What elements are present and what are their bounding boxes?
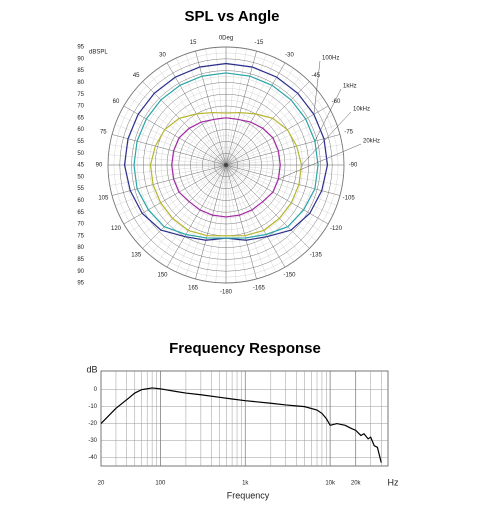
theta-tick-label: 0Deg: [219, 36, 233, 42]
r-tick-label: 85: [77, 257, 84, 263]
grid-spoke: [225, 164, 329, 225]
plot-area: [100, 370, 389, 467]
r-tick-label: 55: [77, 139, 84, 145]
legend-label: 100Hz: [322, 56, 339, 62]
theta-tick-label: 165: [188, 285, 199, 291]
theta-tick-label: -150: [283, 273, 296, 279]
legend-leader: [278, 143, 362, 180]
theta-tick-label: 120: [111, 226, 122, 232]
y-tick-label: -20: [88, 421, 97, 427]
x-axis-label: Frequency: [227, 490, 270, 500]
y-tick-label: -10: [88, 404, 97, 410]
theta-tick-label: -165: [253, 285, 266, 291]
r-tick-label: 85: [77, 68, 84, 74]
theta-tick-label: -45: [311, 73, 320, 79]
theta-tick-label: 45: [133, 73, 140, 79]
r-tick-label: 70: [77, 222, 84, 228]
legend-label: 20kHz: [363, 139, 380, 145]
grid-spoke: [225, 164, 341, 196]
r-tick-label: 65: [77, 210, 84, 216]
grid-spoke: [142, 81, 227, 166]
legend-label: 1kHz: [343, 84, 357, 90]
series-line: [149, 111, 303, 237]
grid-spoke: [111, 134, 227, 166]
grid-spoke: [111, 164, 227, 196]
r-unit: dBSPL: [89, 50, 108, 56]
x-tick-label: 20: [98, 481, 105, 487]
r-tick-label: 75: [77, 92, 84, 98]
grid-spoke: [166, 164, 227, 268]
theta-tick-label: 15: [190, 40, 197, 46]
r-tick-label: 80: [77, 245, 84, 251]
center-dot: [224, 163, 228, 167]
r-tick-label: 90: [77, 269, 84, 275]
y-tick-label: -30: [88, 438, 97, 444]
y-axis-label: dB: [86, 364, 97, 374]
r-tick-label: 45: [77, 163, 84, 169]
grid-spoke: [225, 164, 257, 280]
theta-tick-label: -105: [343, 195, 356, 201]
r-tick-label: 95: [77, 45, 84, 51]
x-unit: Hz: [388, 477, 399, 487]
chart-title: Frequency Response: [169, 340, 321, 357]
legend-leader: [314, 88, 342, 142]
legend-label: 10kHz: [353, 107, 370, 113]
theta-tick-label: -90: [349, 163, 358, 169]
series-line: [171, 117, 281, 218]
theta-tick-label: -135: [310, 252, 323, 258]
grid-spoke: [195, 50, 227, 166]
grid-spoke: [123, 164, 227, 225]
r-tick-label: 60: [77, 127, 84, 133]
series-line: [100, 387, 382, 463]
r-tick-label: 50: [77, 151, 84, 157]
r-tick-label: 80: [77, 80, 84, 86]
x-tick-label: 100: [155, 481, 166, 487]
theta-tick-label: -180: [220, 290, 233, 296]
theta-tick-label: 135: [131, 252, 142, 258]
r-tick-label: 55: [77, 186, 84, 192]
x-tick-label: 20k: [351, 481, 362, 487]
y-tick-label: -40: [88, 455, 97, 461]
theta-tick-label: 60: [113, 99, 120, 105]
r-tick-label: 70: [77, 104, 84, 110]
theta-tick-label: 75: [100, 130, 107, 136]
r-tick-label: 65: [77, 115, 84, 121]
grid-spoke: [195, 164, 227, 280]
grid-spoke: [225, 134, 341, 166]
theta-tick-label: 90: [96, 163, 103, 169]
grid-spoke: [225, 81, 310, 166]
series-line: [133, 72, 319, 239]
x-tick-label: 1k: [242, 481, 249, 487]
x-tick-label: 10k: [325, 481, 336, 487]
chart-title: SPL vs Angle: [184, 8, 279, 25]
grid-spoke: [225, 164, 286, 268]
grid-spoke: [142, 164, 227, 249]
theta-tick-label: -75: [344, 130, 353, 136]
theta-tick-label: 150: [157, 273, 168, 279]
theta-tick-label: -120: [330, 226, 343, 232]
grid-spoke: [123, 105, 227, 166]
theta-tick-label: -30: [285, 53, 294, 59]
r-tick-label: 60: [77, 198, 84, 204]
grid-spoke: [225, 105, 329, 166]
fr-chart: dB Frequency Hz: [86, 364, 399, 500]
theta-tick-label: -60: [332, 99, 341, 105]
theta-tick-label: 105: [98, 195, 109, 201]
theta-tick-label: 30: [159, 53, 166, 59]
legend-leader: [301, 111, 352, 166]
r-tick-label: 75: [77, 233, 84, 239]
r-tick-label: 90: [77, 56, 84, 62]
grid-spoke: [225, 50, 257, 166]
y-tick-label: 0: [94, 387, 98, 393]
r-tick-label: 95: [77, 281, 84, 287]
theta-tick-label: -15: [255, 40, 264, 46]
legend-leader: [313, 60, 321, 115]
r-tick-label: 50: [77, 174, 84, 180]
grid-spoke: [225, 164, 310, 249]
